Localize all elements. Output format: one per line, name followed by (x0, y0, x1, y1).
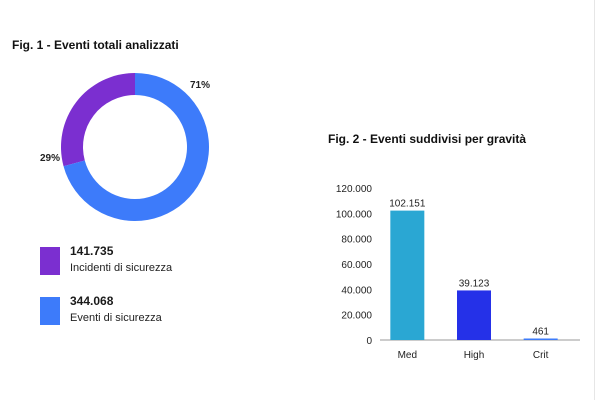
legend-item-eventi: 344.068 Eventi di sicurezza (40, 294, 260, 328)
bar-high (457, 290, 491, 340)
y-tick-label: 0 (366, 336, 372, 347)
legend-item-incidenti: 141.735 Incidenti di sicurezza (40, 244, 260, 278)
y-tick-label: 120.000 (336, 184, 373, 195)
page-edge-divider (594, 0, 595, 400)
legend-swatch-incidenti (40, 247, 60, 275)
bar-value-label: 102.151 (389, 199, 426, 210)
y-tick-label: 40.000 (341, 285, 372, 296)
y-tick-label: 100.000 (336, 209, 373, 220)
donut-slice-incidenti (60, 73, 135, 167)
donut-slice-eventi (63, 73, 210, 221)
legend-label-incidenti: Incidenti di sicurezza (70, 262, 173, 274)
y-tick-label: 80.000 (341, 235, 372, 246)
y-tick-label: 20.000 (341, 311, 372, 322)
x-tick-label: Crit (533, 350, 549, 361)
bar-med (390, 210, 425, 340)
fig1-title: Fig. 1 - Eventi totali analizzati (12, 38, 179, 52)
legend-label-eventi: Eventi di sicurezza (70, 312, 162, 324)
donut-percent-eventi: 71% (190, 80, 210, 91)
bar-crit (523, 338, 558, 340)
x-tick-label: High (464, 350, 485, 361)
bar-value-label: 39.123 (459, 278, 490, 289)
legend-swatch-eventi (40, 297, 60, 325)
legend-value-incidenti: 141.735 (70, 244, 114, 258)
bar-value-label: 461 (532, 327, 549, 338)
bar-chart: 0 20.000 40.000 60.000 80.000 100.000 120.000 1… (336, 184, 580, 361)
donut-chart: 29% 71% (40, 73, 210, 221)
y-tick-label: 60.000 (341, 260, 372, 271)
donut-percent-incidenti: 29% (40, 153, 60, 164)
legend-value-eventi: 344.068 (70, 294, 114, 308)
x-tick-label: Med (398, 350, 417, 361)
fig2-title: Fig. 2 - Eventi suddivisi per gravità (328, 132, 527, 146)
